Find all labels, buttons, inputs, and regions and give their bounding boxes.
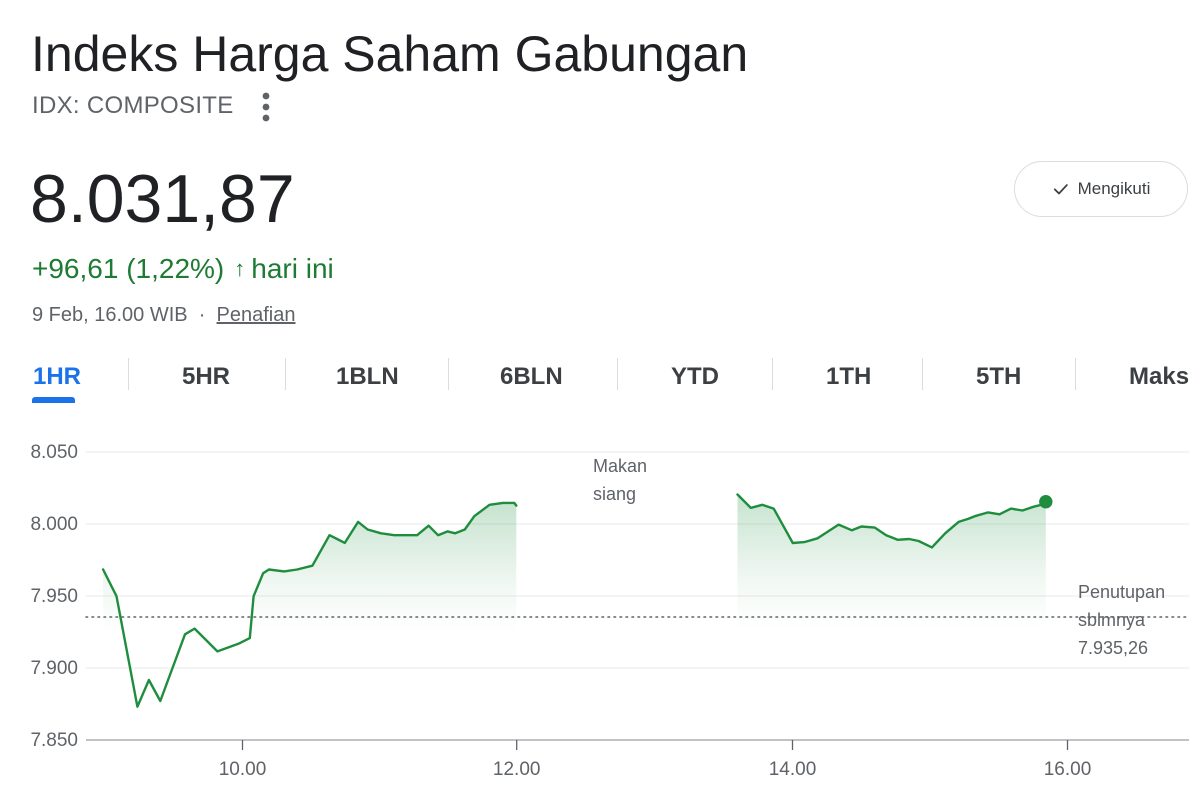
- svg-text:8.000: 8.000: [30, 514, 78, 535]
- svg-text:7.935,26: 7.935,26: [1078, 638, 1148, 658]
- svg-text:16.00: 16.00: [1044, 759, 1092, 780]
- svg-text:Penutupan: Penutupan: [1078, 582, 1165, 602]
- svg-text:sblmnya: sblmnya: [1078, 610, 1146, 630]
- svg-text:7.950: 7.950: [30, 586, 78, 607]
- svg-text:14.00: 14.00: [769, 759, 817, 780]
- svg-text:7.900: 7.900: [30, 658, 78, 679]
- svg-text:10.00: 10.00: [219, 759, 267, 780]
- svg-text:7.850: 7.850: [30, 730, 78, 751]
- svg-text:siang: siang: [593, 484, 636, 504]
- svg-text:8.050: 8.050: [30, 442, 78, 463]
- svg-text:Makan: Makan: [593, 456, 647, 476]
- svg-text:12.00: 12.00: [493, 759, 541, 780]
